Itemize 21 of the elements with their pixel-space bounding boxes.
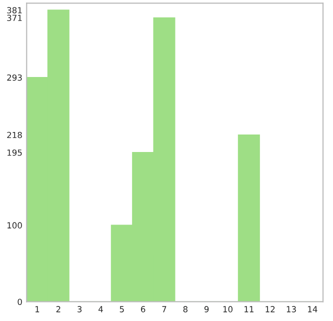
y-tick-label: 195	[7, 149, 22, 156]
x-tick-label: 6	[141, 306, 146, 312]
x-tick-label: 13	[286, 306, 296, 312]
y-tick-label: 293	[7, 74, 22, 81]
y-tick-label: 0	[18, 298, 22, 306]
x-tick-label: 14	[308, 306, 318, 312]
x-tick-label: 2	[56, 306, 60, 312]
x-tick-label: 10	[223, 306, 232, 312]
y-tick-label: 100	[7, 222, 22, 228]
y-tick-label: 381	[7, 7, 22, 14]
x-tick-label: 9	[204, 306, 209, 312]
x-tick-label: 11	[244, 306, 254, 312]
x-tick-label: 4	[98, 306, 103, 312]
x-tick-label: 12	[266, 306, 275, 312]
x-tick-label: 1	[35, 306, 40, 312]
y-tick-label: 371	[7, 14, 22, 22]
x-tick-label: 8	[183, 306, 188, 312]
x-tick-label: 7	[162, 306, 166, 312]
y-tick-label: 218	[7, 132, 22, 138]
x-tick-label: 3	[78, 306, 82, 312]
x-tick-label: 5	[120, 306, 124, 312]
